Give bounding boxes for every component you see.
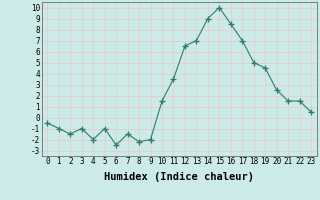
X-axis label: Humidex (Indice chaleur): Humidex (Indice chaleur): [104, 172, 254, 182]
